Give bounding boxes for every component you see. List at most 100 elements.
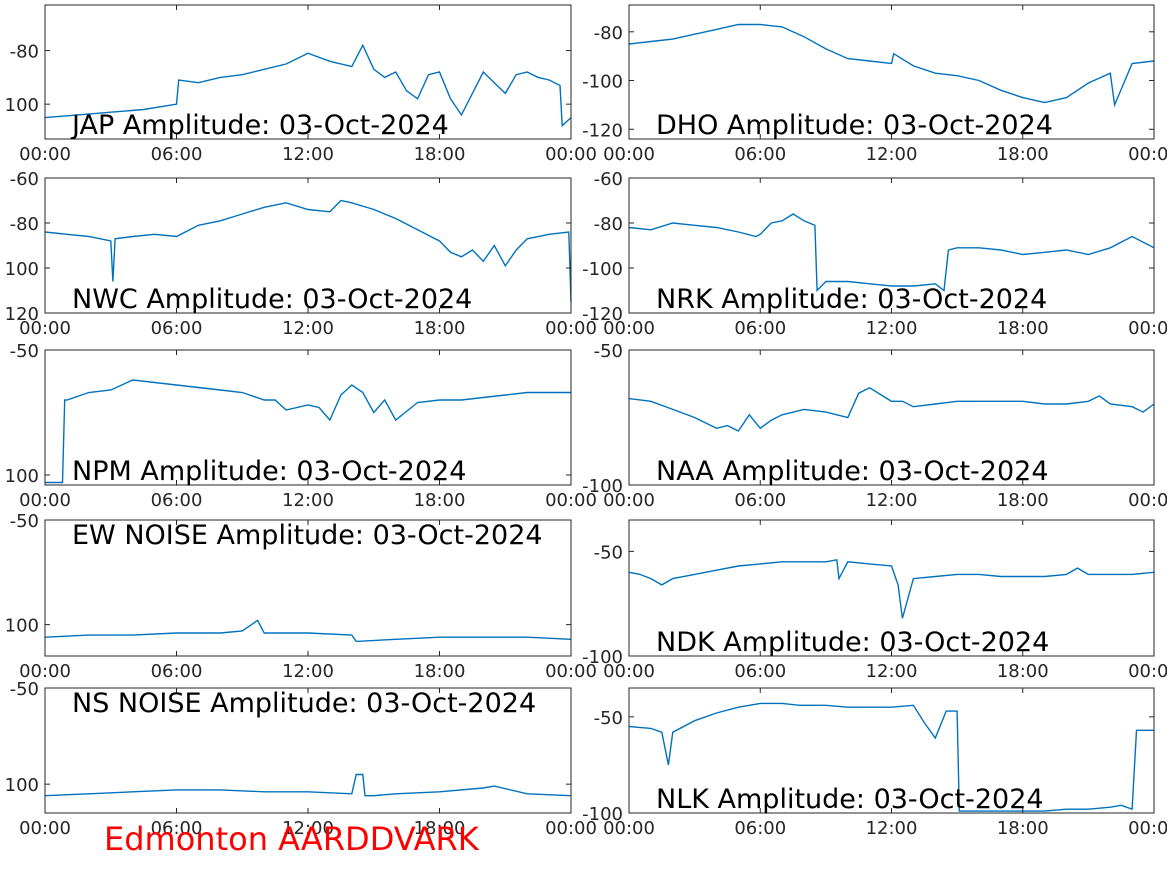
- chart-title: NWC Amplitude: 03-Oct-2024: [72, 284, 472, 315]
- x-tick-label: 00:00: [1128, 318, 1167, 339]
- y-tick-label: -80: [594, 214, 623, 235]
- x-tick-label: 00:00: [1128, 818, 1167, 839]
- series-line: [628, 213, 1155, 293]
- x-tick-label: 18:00: [414, 661, 466, 682]
- series-line: [44, 199, 572, 302]
- x-tick-label: 12:00: [282, 661, 334, 682]
- chart-panel-1: 00:00 06:00 12:00 18:00 00:00 -80 -100 -120 DHO …: [582, 4, 1167, 165]
- y-tick-label: -100: [582, 804, 623, 825]
- y-tick-label: -100: [582, 72, 623, 93]
- x-tick-label: 00:00: [603, 318, 655, 339]
- chart-panel-8: 00:00 06:00 12:00 18:00 00:00 -50 100 NS NOISE …: [5, 679, 597, 839]
- chart-title: NDK Amplitude: 03-Oct-2024: [656, 627, 1049, 658]
- x-tick-label: 18:00: [997, 661, 1049, 682]
- x-tick-label: 00:00: [603, 661, 655, 682]
- chart-title: NLK Amplitude: 03-Oct-2024: [656, 784, 1044, 815]
- x-tick-label: 18:00: [414, 144, 466, 165]
- chart-panel-2: 00:00 06:00 12:00 18:00 00:00 -60 -80 100 120 NWC…: [5, 169, 597, 339]
- y-tick-label: -50: [594, 341, 623, 362]
- y-tick-label: -60: [10, 169, 39, 190]
- x-tick-label: 12:00: [282, 490, 334, 511]
- x-tick-label: 18:00: [414, 818, 466, 839]
- x-tick-label: 00:00: [545, 490, 597, 511]
- series-line: [45, 379, 571, 484]
- x-tick-label: 06:00: [734, 818, 786, 839]
- x-tick-label: 18:00: [997, 818, 1049, 839]
- y-tick-label: 100: [5, 616, 39, 637]
- y-tick-label: -100: [582, 476, 623, 497]
- x-tick-label: 12:00: [866, 661, 918, 682]
- chart-panel-0: 00:00 06:00 12:00 18:00 00:00 -80 100 JAP Ampli…: [5, 4, 597, 165]
- chart-title: NPM Amplitude: 03-Oct-2024: [72, 456, 466, 487]
- chart-title: NS NOISE Amplitude: 03-Oct-2024: [72, 688, 536, 719]
- y-tick-label: -120: [582, 120, 623, 141]
- y-tick-label: 100: [5, 259, 39, 280]
- chart-panel-3: 00:00 06:00 12:00 18:00 00:00 -60 -80 -100 -120 N…: [582, 169, 1167, 339]
- chart-panel-9: 00:00 06:00 12:00 18:00 00:00 -50 -100 NLK Ampl…: [582, 687, 1167, 839]
- x-tick-label: 00:00: [603, 490, 655, 511]
- y-tick-label: -50: [594, 542, 623, 563]
- x-tick-label: 00:00: [1128, 490, 1167, 511]
- x-tick-label: 00:00: [545, 818, 597, 839]
- chart-title: NRK Amplitude: 03-Oct-2024: [656, 284, 1047, 315]
- chart-panel-4: 00:00 06:00 12:00 18:00 00:00 -50 100 NPM Ampli…: [5, 341, 597, 511]
- x-tick-label: 00:00: [19, 818, 71, 839]
- chart-panel-6: 00:00 06:00 12:00 18:00 00:00 -50 100 EW NOISE …: [5, 511, 597, 682]
- x-tick-label: 12:00: [282, 144, 334, 165]
- series-line: [44, 773, 572, 797]
- chart-title: DHO Amplitude: 03-Oct-2024: [656, 110, 1053, 141]
- x-tick-label: 00:00: [19, 144, 71, 165]
- y-tick-label: -50: [594, 708, 623, 729]
- y-tick-label: 120: [5, 304, 39, 325]
- series-line: [44, 619, 572, 643]
- y-tick-label: 100: [5, 95, 39, 116]
- y-tick-label: 100: [5, 466, 39, 487]
- y-tick-label: -80: [10, 214, 39, 235]
- x-tick-label: 12:00: [282, 318, 334, 339]
- x-tick-label: 00:00: [603, 144, 655, 165]
- x-tick-label: 06:00: [151, 144, 203, 165]
- chart-title: NAA Amplitude: 03-Oct-2024: [656, 456, 1049, 487]
- footer-title: Edmonton AARDDVARK: [104, 820, 479, 858]
- y-tick-label: -60: [594, 169, 623, 190]
- x-tick-label: 00:00: [1128, 661, 1167, 682]
- x-tick-label: 12:00: [866, 144, 918, 165]
- x-tick-label: 06:00: [734, 318, 786, 339]
- x-tick-label: 06:00: [151, 661, 203, 682]
- x-tick-label: 00:00: [19, 490, 71, 511]
- x-tick-label: 00:00: [19, 318, 71, 339]
- x-tick-label: 12:00: [866, 818, 918, 839]
- series-line: [44, 43, 572, 128]
- x-tick-label: 18:00: [997, 144, 1049, 165]
- y-tick-label: -80: [10, 42, 39, 63]
- series-line: [628, 23, 1155, 108]
- y-tick-label: -100: [582, 259, 623, 280]
- x-tick-label: 12:00: [866, 318, 918, 339]
- x-tick-label: 18:00: [997, 318, 1049, 339]
- x-tick-label: 00:00: [603, 818, 655, 839]
- y-tick-label: -50: [10, 511, 39, 532]
- y-tick-label: -50: [10, 679, 39, 700]
- x-tick-label: 00:00: [545, 318, 597, 339]
- chart-panel-5: 00:00 06:00 12:00 18:00 00:00 -50 -100 NAA Ampl…: [582, 341, 1167, 511]
- x-tick-label: 06:00: [734, 490, 786, 511]
- y-tick-label: -100: [582, 647, 623, 668]
- x-tick-label: 12:00: [866, 490, 918, 511]
- series-line: [628, 387, 1155, 432]
- chart-panel-7: 00:00 06:00 12:00 18:00 00:00 -50 -100 NDK Ampl…: [582, 519, 1167, 682]
- series-line: [628, 558, 1155, 619]
- x-tick-label: 18:00: [414, 490, 466, 511]
- x-tick-label: 06:00: [734, 144, 786, 165]
- x-tick-label: 00:00: [1128, 144, 1167, 165]
- chart-title: JAP Amplitude: 03-Oct-2024: [70, 110, 449, 141]
- series-line: [628, 702, 1154, 812]
- x-tick-label: 18:00: [414, 318, 466, 339]
- x-tick-label: 00:00: [19, 661, 71, 682]
- x-tick-label: 00:00: [545, 661, 597, 682]
- y-tick-label: -80: [594, 23, 623, 44]
- x-tick-label: 18:00: [997, 490, 1049, 511]
- x-tick-label: 00:00: [545, 144, 597, 165]
- y-tick-label: -50: [10, 341, 39, 362]
- y-tick-label: -120: [582, 304, 623, 325]
